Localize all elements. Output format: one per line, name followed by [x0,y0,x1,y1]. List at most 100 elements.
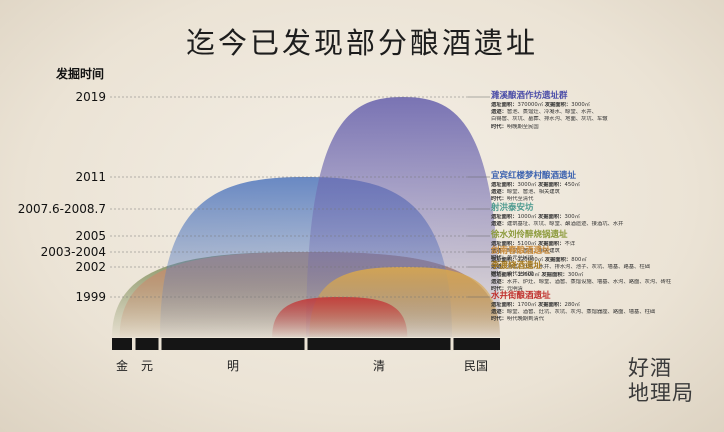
site-info-row: 遗址面积：5100㎡ 发掘面积：不详 [491,241,721,248]
site-info-row: 时代：金元至民国 [491,255,721,262]
site-info-value: 1700㎡ [517,302,538,308]
site-info-key: 时代： [491,255,507,262]
site-info-box: 剑南春酿酒遗址 遗址面积：120000㎡ 发掘面积：800㎡ 遗迹：酒窖、灶坑、水井… [491,246,721,279]
site-info-box: 濉溪酿酒作坊遗址群 遗址面积：370000㎡ 发掘面积：3000㎡ 遗迹：窖池、蒸馏… [491,91,721,131]
site-info-value: 白锡窖、灰坑、墓葬、排水沟、地面、灰坑、车辙 [491,116,608,123]
site-info-value: 水井、炉灶、晾堂、酒窖、蒸馏设施、墙基、水沟、路面、灰沟、砖柱 [506,279,672,286]
site-info-value: 窖池、蒸馏灶、冷凝水、晾堂、水井、 [506,109,597,116]
site-info-key: 遗址面积： [491,257,518,263]
site-info-row: 遗迹：晾堂、窖池、相关建筑 [491,248,721,255]
site-info-key: 发掘面积： [537,214,565,220]
brand-logo: 好酒 地理局 [628,356,694,406]
dynasty-separator [304,337,308,351]
y-axis-title: 发掘时间 [55,66,104,81]
dynasty-label: 清 [373,359,385,373]
site-info-box: 徐水刘伶醉烧锅遗址 遗址面积：5100㎡ 发掘面积：不详 遗迹：晾堂、窖池、相关建筑… [491,230,721,263]
site-info-value: 3000㎡ [517,182,538,188]
dynasty-separator [450,337,454,351]
site-info-row: 遗迹：水井、炉灶、晾堂、酒窖、蒸馏设施、墙基、水沟、路面、灰沟、砖柱 [491,279,721,286]
site-info-value: 元明清 [506,286,523,293]
site-info-value: 120000㎡ [517,257,545,263]
site-info-value: 15000㎡ [517,272,542,278]
site-info-row: 遗迹：窖池、蒸馏灶、冷凝水、晾堂、水井、 [491,109,721,116]
site-info-value: 明晚期至民国 [506,123,539,130]
site-info-row: 时代：元明清 [491,286,721,293]
y-tick-label: 2007.6-2008.7 [18,202,106,216]
site-info-key: 遗迹： [491,109,507,116]
site-info-key: 遗迹： [491,189,507,196]
site-info-box: 射洪泰安坊 遗址面积：1000㎡ 发掘面积：300㎡ 遗迹：建筑基址、灰坑、晾堂、酿… [491,203,721,228]
site-info-value: 明代晚期到清代 [506,316,544,323]
site-info-row: 时代：清代至民国 [491,271,721,278]
site-info-value: 300㎡ [567,272,584,278]
site-name: 徐水刘伶醉烧锅遗址 [491,230,568,240]
site-info-key: 遗迹： [491,309,507,316]
y-tick-label: 1999 [75,290,106,304]
dynasty-label: 民国 [464,359,488,373]
brand-line-2: 地理局 [628,381,694,405]
site-info-value: 清代至民国 [506,271,534,278]
y-tick-label: 2002 [75,260,106,274]
site-info-value: 280㎡ [564,302,580,308]
site-info-row: 时代：明代晚期到清代 [491,316,721,323]
site-info-box: 李渡烧酒遗址 遗址面积：15000㎡ 发掘面积：300㎡ 遗迹：水井、炉灶、晾堂、酒… [491,261,721,294]
site-info-value: 450㎡ [564,182,580,188]
site-info-row: 遗迹：酒窖、灶坑、水井、排水沟、池子、灰坑、墙基、路基、柱础 [491,264,721,271]
site-info-row: 遗址面积：120000㎡ 发掘面积：800㎡ [491,257,721,264]
y-tick-label: 2005 [75,229,106,243]
site-info-key: 发掘面积： [537,302,565,308]
site-info-box: 水井街酿酒遗址 遗址面积：1700㎡ 发掘面积：280㎡ 遗迹：晾堂、酒窖、灶坑、灰… [491,291,721,324]
series-area [272,297,408,337]
site-info-key: 遗迹： [491,279,507,286]
site-info-row: 遗址面积：3000㎡ 发掘面积：450㎡ [491,182,721,189]
site-info-key: 遗迹： [491,248,507,255]
y-tick-label: 2003-2004 [41,245,106,259]
site-info-value: 晾堂、酒窖、灶坑、灰坑、灰沟、蒸馏器座、路面、墙基、柱础 [506,309,656,316]
site-info-row: 遗址面积：15000㎡ 发掘面积：300㎡ [491,272,721,279]
site-info-value: 不详 [564,241,576,247]
site-info-key: 发掘面积： [544,257,572,263]
site-info-value: 5100㎡ [517,241,538,247]
dynasty-separator [132,337,135,351]
site-info-value: 建筑基址、灰坑、晾堂、酿酒遗迹、接酒坑、水井 [506,221,624,228]
site-info-key: 时代： [491,123,507,130]
site-info-row: 白锡窖、灰坑、墓葬、排水沟、地面、灰坑、车辙 [491,116,721,123]
y-tick-label: 2011 [75,170,106,184]
site-info-value: 晾堂、窖池、相关建筑 [506,189,560,196]
brand-line-1: 好酒 [628,356,672,380]
site-info-row: 遗迹：建筑基址、灰坑、晾堂、酿酒遗迹、接酒坑、水井 [491,221,721,228]
site-info-value: 1000㎡ [517,214,538,220]
site-name: 李渡烧酒遗址 [491,261,543,271]
site-info-value: 3000㎡ [571,102,590,108]
site-info-value: 370000㎡ [517,102,545,108]
site-info-row: 遗址面积：1000㎡ 发掘面积：300㎡ [491,214,721,221]
site-info-key: 时代： [491,316,507,323]
site-name: 射洪泰安坊 [491,203,534,213]
site-info-key: 遗址面积： [491,182,518,188]
site-info-row: 遗址面积：370000㎡ 发掘面积：3000㎡ [491,102,721,109]
dynasty-label: 金 [116,358,128,373]
site-info-row: 遗址面积：1700㎡ 发掘面积：280㎡ [491,302,721,309]
site-info-row: 遗迹：晾堂、窖池、相关建筑 [491,189,721,196]
dynasty-label: 元 [141,359,153,373]
site-name: 水井街酿酒遗址 [491,291,551,301]
site-info-key: 时代： [491,271,507,278]
site-info-key: 遗迹： [491,264,507,271]
site-info-key: 发掘面积： [537,182,565,188]
dynasty-label: 明 [227,359,239,373]
site-name: 濉溪酿酒作坊遗址群 [491,91,568,101]
dynasty-separator [158,337,162,351]
site-info-key: 发掘面积： [537,241,565,247]
site-info-value: 明代至清代 [506,196,534,203]
site-info-key: 时代： [491,286,507,293]
site-info-value: 晾堂、窖池、相关建筑 [506,248,560,255]
site-info-key: 遗址面积： [491,102,518,108]
y-tick-label: 2019 [75,90,106,104]
chart-title: 迄今已发现部分酿酒遗址 [185,26,538,60]
site-info-box: 宜宾红楼梦村酿酒遗址 遗址面积：3000㎡ 发掘面积：450㎡ 遗迹：晾堂、窖池、相… [491,171,721,204]
site-info-key: 时代： [491,196,507,203]
site-info-key: 遗址面积： [491,302,518,308]
site-info-value: 300㎡ [564,214,580,220]
site-info-key: 遗址面积： [491,214,518,220]
